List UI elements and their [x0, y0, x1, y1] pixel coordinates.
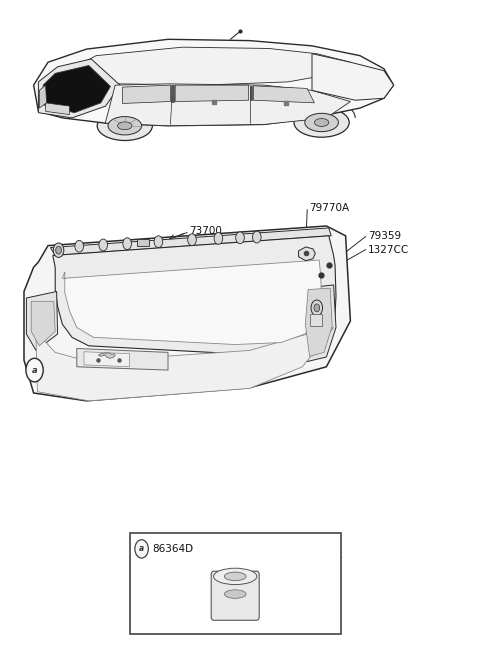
Text: a: a [32, 365, 37, 375]
Polygon shape [84, 352, 130, 367]
Ellipse shape [108, 117, 142, 135]
Polygon shape [253, 86, 314, 103]
Polygon shape [53, 236, 336, 354]
Polygon shape [77, 348, 168, 370]
Polygon shape [301, 285, 336, 362]
Circle shape [311, 300, 323, 316]
Text: 73700: 73700 [189, 226, 221, 236]
Circle shape [188, 234, 196, 246]
Polygon shape [299, 247, 315, 261]
Text: 1327CC: 1327CC [368, 244, 409, 255]
Ellipse shape [305, 113, 338, 132]
Polygon shape [38, 59, 120, 118]
Polygon shape [250, 86, 252, 100]
Polygon shape [26, 291, 58, 350]
Polygon shape [36, 328, 334, 401]
Circle shape [314, 304, 320, 312]
Polygon shape [39, 85, 47, 108]
Circle shape [53, 243, 64, 257]
Polygon shape [62, 260, 322, 345]
Ellipse shape [294, 108, 349, 137]
Polygon shape [46, 103, 70, 115]
FancyBboxPatch shape [211, 571, 259, 620]
Text: 79359: 79359 [368, 231, 401, 242]
Polygon shape [50, 228, 331, 255]
Polygon shape [98, 353, 115, 358]
Circle shape [214, 233, 223, 244]
FancyBboxPatch shape [310, 314, 322, 326]
Ellipse shape [97, 111, 153, 140]
Circle shape [236, 232, 244, 244]
Polygon shape [31, 301, 55, 346]
Polygon shape [305, 288, 332, 356]
Circle shape [26, 358, 43, 382]
Circle shape [135, 540, 148, 558]
Circle shape [99, 239, 108, 251]
Text: 79770A: 79770A [310, 202, 350, 213]
Ellipse shape [118, 122, 132, 130]
Polygon shape [122, 85, 170, 103]
Polygon shape [171, 85, 174, 102]
Polygon shape [175, 85, 249, 102]
Polygon shape [43, 66, 110, 113]
FancyBboxPatch shape [130, 533, 341, 634]
Ellipse shape [314, 119, 329, 126]
Polygon shape [312, 54, 394, 100]
Ellipse shape [214, 568, 257, 585]
Circle shape [123, 238, 132, 250]
Circle shape [154, 236, 163, 248]
Polygon shape [34, 39, 394, 126]
Circle shape [75, 240, 84, 252]
Text: 86364D: 86364D [153, 544, 194, 554]
Text: a: a [139, 544, 144, 553]
Ellipse shape [224, 590, 246, 599]
Ellipse shape [224, 572, 246, 580]
Polygon shape [106, 84, 350, 126]
Circle shape [252, 231, 261, 243]
Circle shape [56, 246, 61, 254]
Polygon shape [72, 47, 350, 85]
FancyBboxPatch shape [137, 239, 149, 246]
Polygon shape [24, 226, 350, 401]
